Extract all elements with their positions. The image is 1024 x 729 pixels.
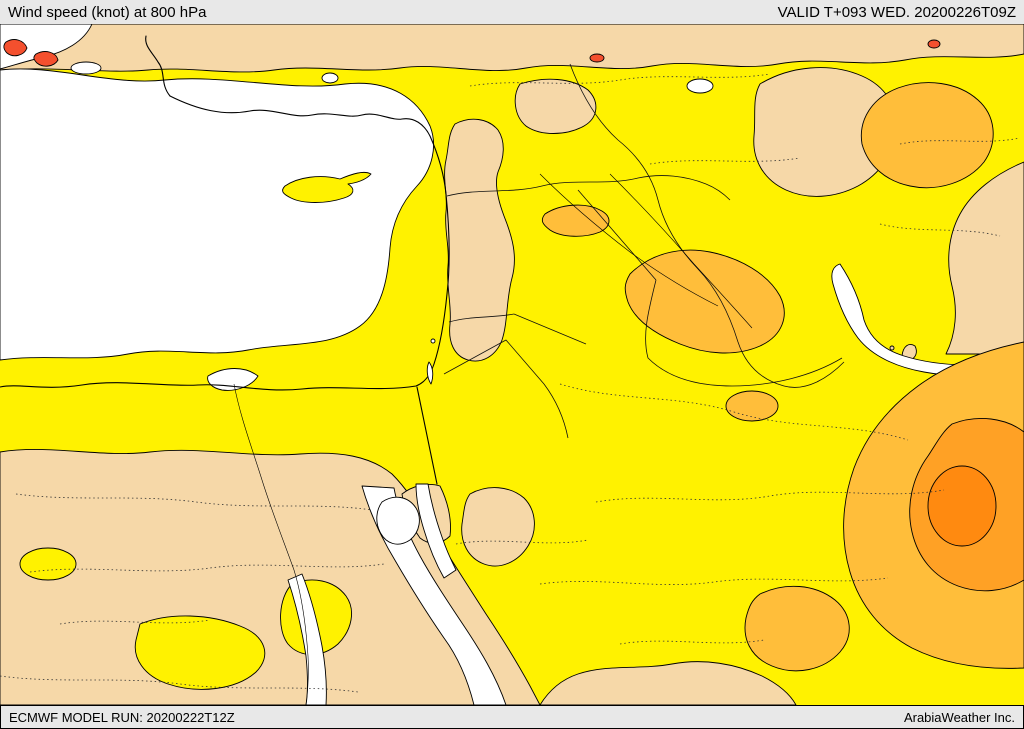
south-center-cream	[539, 661, 797, 705]
anatolia-cream-patch	[514, 78, 597, 134]
euphrates-river	[539, 173, 719, 307]
sea-regions	[0, 24, 1024, 705]
turkey-south-border	[446, 175, 731, 201]
valid-time: VALID T+093 WED. 20200226T09Z	[777, 3, 1016, 21]
anatolia-peak-speck	[589, 53, 605, 63]
nile-river	[233, 383, 309, 705]
admin-dotted-borders	[0, 73, 1021, 693]
jordan-saudi-border	[443, 339, 569, 439]
sea-of-marmara	[70, 61, 102, 75]
syria-orange-blob	[541, 204, 610, 237]
nw-saudi-cream	[461, 487, 535, 567]
footer-bar: ECMWF MODEL RUN: 20200222T12Z ArabiaWeat…	[0, 705, 1024, 729]
northeast-orange-blob	[860, 82, 994, 189]
lake-van	[686, 78, 714, 94]
brand-label: ArabiaWeather Inc.	[903, 709, 1015, 725]
nile-valley-calm-strip	[287, 573, 327, 705]
dead-sea	[426, 361, 434, 385]
lake-tuz	[321, 72, 339, 84]
egypt-israel-border-coast	[416, 386, 438, 485]
bahrain-island	[889, 345, 895, 351]
gulf-of-aqaba	[415, 483, 457, 579]
aegean-peak-speck-1	[3, 39, 28, 57]
weather-map	[0, 24, 1024, 705]
southeast-orange-lobe	[744, 585, 850, 672]
levant-cream-strip	[444, 118, 515, 362]
lakes	[426, 338, 436, 385]
central-saudi-orange-spot	[725, 390, 779, 422]
syria-iraq-border	[577, 189, 657, 281]
iran-west-border	[569, 63, 845, 388]
right-edge-cream	[945, 161, 1024, 355]
egypt-yellow-pocket-1	[134, 615, 266, 690]
iraq-saudi-border	[645, 279, 843, 387]
tigris-river	[609, 173, 753, 329]
strong-wind-regions	[541, 82, 1024, 672]
mediterranean-sea	[0, 68, 434, 361]
model-run-label: ECMWF MODEL RUN: 20200222T12Z	[9, 709, 235, 725]
aegean-peak-speck-2	[33, 51, 59, 67]
caspian-peak-speck	[927, 39, 941, 49]
mediterranean-coastline	[0, 95, 450, 391]
cyprus-island	[282, 171, 372, 203]
egypt-yellow-pocket-3	[19, 547, 77, 581]
wind-speed-map-canvas	[0, 24, 1024, 705]
jordan-north-border	[448, 313, 515, 323]
jordan-iraq-border	[513, 313, 587, 345]
header-bar: Wind speed (knot) at 800 hPa VALID T+093…	[0, 0, 1024, 24]
map-title: Wind speed (knot) at 800 hPa	[8, 3, 207, 21]
sea-of-galilee	[430, 338, 436, 344]
coastlines	[0, 35, 450, 485]
sinai-calm-patch	[376, 496, 420, 545]
aegean-coastline	[145, 35, 171, 97]
peak-wind-specks	[3, 39, 941, 67]
country-borders	[443, 63, 845, 439]
islands	[282, 171, 895, 351]
north-cream-band	[0, 24, 1024, 73]
southeast-orange-core	[927, 465, 997, 547]
rivers	[233, 173, 753, 705]
caucasus-cream	[753, 67, 897, 197]
